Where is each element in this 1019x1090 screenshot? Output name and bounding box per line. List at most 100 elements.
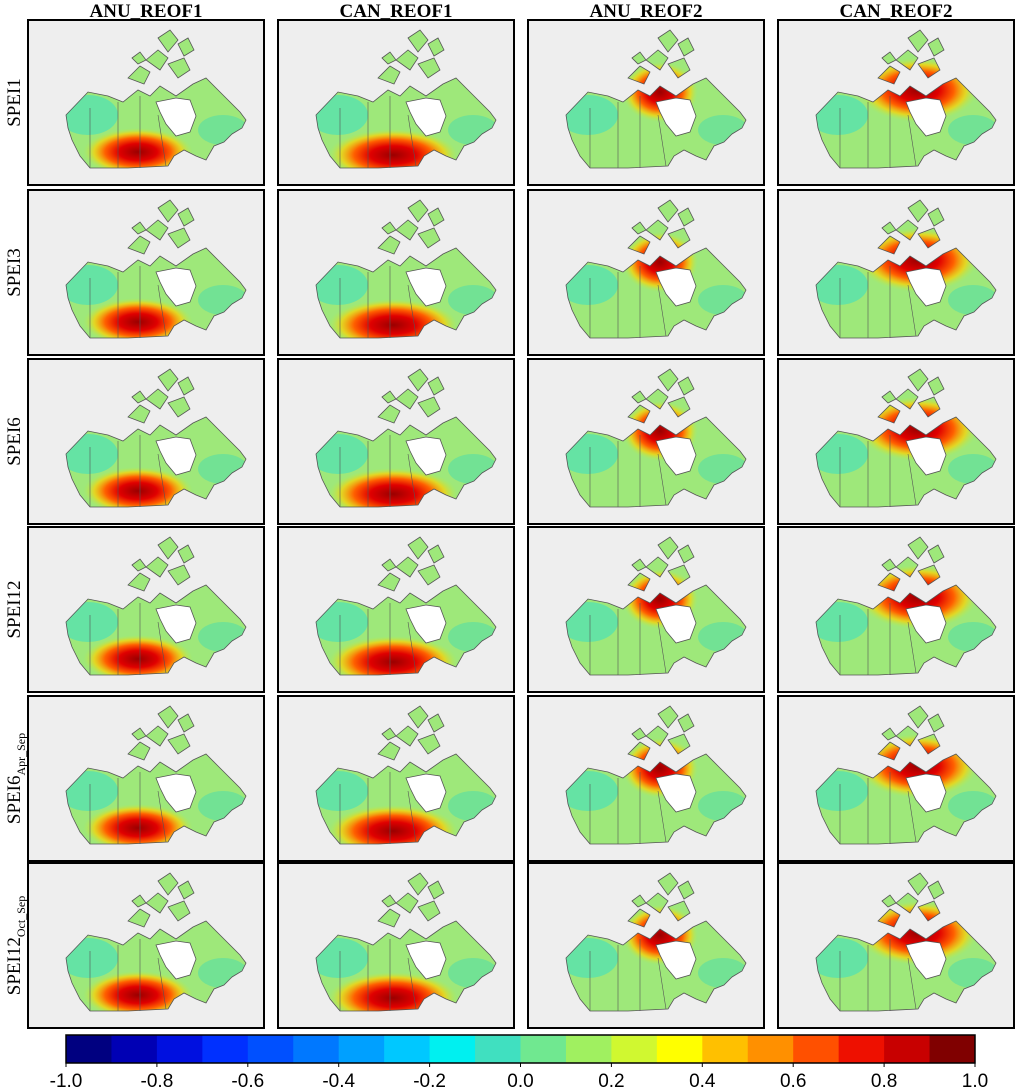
- row-label-main: SPEI1: [4, 78, 25, 127]
- map-outline: [381, 51, 397, 65]
- map-outline: [127, 572, 151, 592]
- map-outline: [627, 235, 651, 255]
- hudson-bay: [905, 436, 947, 476]
- map-outline: [631, 390, 647, 404]
- map-outline: [645, 725, 669, 747]
- map-outline: [407, 29, 429, 53]
- province-border: [839, 96, 917, 168]
- map-outline: [377, 404, 401, 424]
- map-panel: [777, 526, 1015, 693]
- map-outline: [427, 37, 445, 57]
- map-outline: [395, 556, 419, 578]
- map-outline: [407, 536, 429, 560]
- map-outline: [377, 908, 401, 928]
- colorbar-tick-label: 0.8: [871, 1071, 897, 1090]
- province-border: [339, 603, 417, 675]
- map-outline: [631, 221, 647, 235]
- map-outline: [177, 376, 195, 396]
- map-outline: [131, 727, 147, 741]
- map-panel: [27, 19, 265, 186]
- map-outline: [645, 49, 669, 71]
- hudson-bay: [155, 773, 197, 813]
- colorbar-segment: [475, 1035, 521, 1063]
- hudson-bay: [155, 604, 197, 644]
- row-label-main: SPEI3: [4, 248, 25, 297]
- row-label-main: SPEI12: [4, 580, 25, 638]
- map-outline: [877, 908, 901, 928]
- map-outline: [657, 872, 679, 896]
- map-outline: [627, 741, 651, 761]
- map-outline: [177, 544, 195, 564]
- map-outline: [65, 753, 247, 845]
- map-panel: [27, 358, 265, 525]
- colorbar-tick-label: 1.0: [962, 1071, 988, 1090]
- map-panel: [27, 695, 265, 862]
- map-outline: [177, 37, 195, 57]
- map-outline: [315, 920, 497, 1012]
- column-header: ANU_REOF1: [90, 1, 203, 22]
- map-outline: [427, 880, 445, 900]
- hudson-bay: [155, 97, 197, 137]
- map-outline: [907, 705, 929, 729]
- map-outline: [907, 199, 929, 223]
- map-outline: [895, 556, 919, 578]
- row-label-sub: Oct_Sep: [14, 896, 28, 937]
- map-panel: [777, 358, 1015, 525]
- map-outline: [377, 741, 401, 761]
- hudson-bay: [905, 940, 947, 980]
- map-outline: [167, 564, 191, 586]
- hudson-bay: [155, 267, 197, 307]
- map-outline: [881, 727, 897, 741]
- map-outline: [815, 753, 997, 845]
- map-outline: [395, 49, 419, 71]
- province-border: [89, 435, 167, 507]
- map-panel: [777, 189, 1015, 356]
- map-outline: [167, 227, 191, 249]
- colorbar-segment: [838, 1035, 885, 1063]
- map-outline: [881, 894, 897, 908]
- map-outline: [381, 221, 397, 235]
- map-outline: [565, 584, 747, 676]
- map-outline: [157, 29, 179, 53]
- colorbar-tick-label: 0.2: [598, 1071, 624, 1090]
- map-outline: [131, 221, 147, 235]
- colorbar-segment: [66, 1035, 112, 1063]
- map-outline: [315, 77, 497, 169]
- province-border: [339, 96, 417, 168]
- hudson-bay: [655, 267, 697, 307]
- map-outline: [145, 388, 169, 410]
- row-label: SPEI12: [4, 580, 25, 638]
- map-outline: [157, 705, 179, 729]
- province-border: [839, 266, 917, 338]
- map-outline: [917, 227, 941, 249]
- hudson-bay: [155, 436, 197, 476]
- colorbar-tick-label: 0.4: [689, 1071, 716, 1090]
- map-outline: [315, 247, 497, 339]
- map-panel: [527, 695, 765, 862]
- map-panel: [777, 695, 1015, 862]
- map-outline: [927, 880, 945, 900]
- map-outline: [131, 894, 147, 908]
- map-outline: [407, 872, 429, 896]
- row-label: SPEI6Apr_Sep: [4, 733, 28, 824]
- colorbar-segment: [929, 1035, 976, 1063]
- map-outline: [927, 544, 945, 564]
- map-outline: [565, 753, 747, 845]
- map-outline: [877, 404, 901, 424]
- hudson-bay: [405, 773, 447, 813]
- map-outline: [427, 713, 445, 733]
- province-border: [339, 266, 417, 338]
- map-outline: [657, 368, 679, 392]
- map-outline: [131, 558, 147, 572]
- map-outline: [395, 388, 419, 410]
- map-outline: [877, 741, 901, 761]
- map-outline: [815, 77, 997, 169]
- map-outline: [565, 920, 747, 1012]
- colorbar-tick-label: -0.6: [231, 1071, 264, 1090]
- hudson-bay: [405, 604, 447, 644]
- province-border: [589, 266, 667, 338]
- hudson-bay: [405, 940, 447, 980]
- map-anomaly: [328, 972, 458, 1011]
- map-outline: [907, 872, 929, 896]
- province-border: [839, 435, 917, 507]
